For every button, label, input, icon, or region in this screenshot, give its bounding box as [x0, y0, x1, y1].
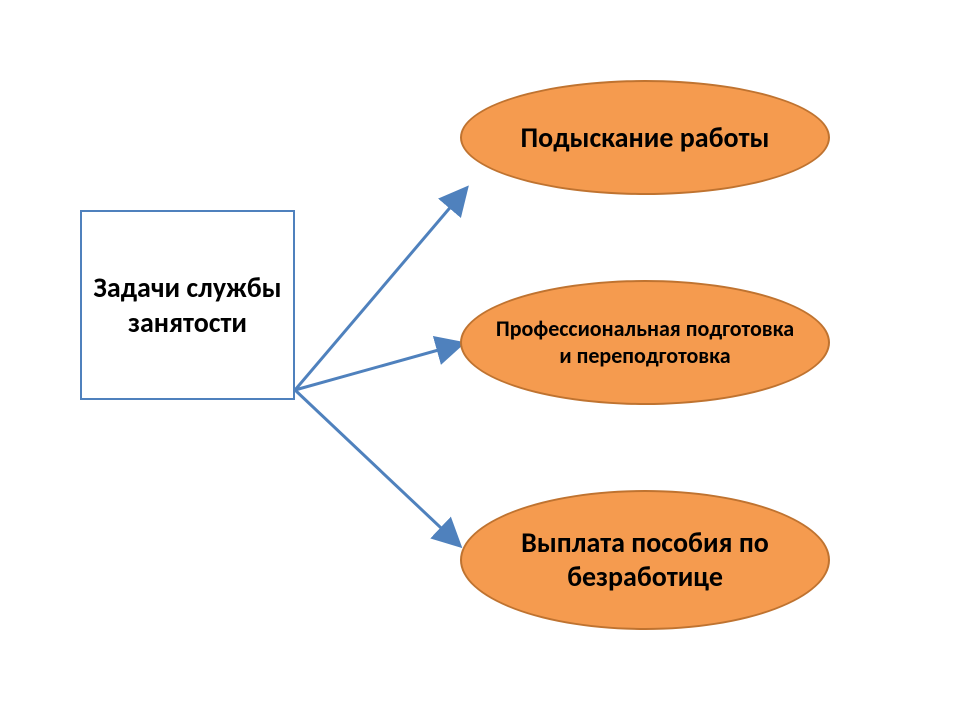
- target-ellipse-1: Профессиональная подготовка и переподгот…: [460, 280, 830, 405]
- source-label: Задачи службы занятости: [82, 270, 293, 340]
- target-label: Профессиональная подготовка и переподгот…: [490, 316, 800, 369]
- source-box: Задачи службы занятости: [80, 210, 295, 400]
- target-label: Выплата пособия по безработице: [490, 526, 800, 593]
- target-label: Подыскание работы: [521, 121, 770, 155]
- arrow-0: [295, 190, 465, 390]
- target-ellipse-2: Выплата пособия по безработице: [460, 490, 830, 630]
- arrow-2: [295, 390, 458, 544]
- arrow-1: [295, 344, 460, 390]
- target-ellipse-0: Подыскание работы: [460, 80, 830, 195]
